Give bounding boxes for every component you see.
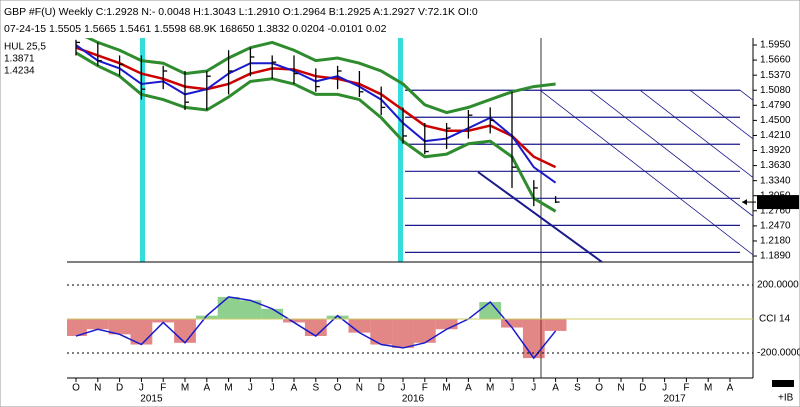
y-tick-label: 1.4210 <box>760 130 791 141</box>
panes <box>67 38 754 379</box>
x-tick-label: J <box>531 383 536 394</box>
last-price-label: 1.2928 <box>760 197 791 208</box>
indicator-label: 1.3871 <box>4 54 35 65</box>
cci-bar <box>217 296 240 320</box>
x-tick-label: M <box>704 383 712 394</box>
fan-line <box>589 89 753 217</box>
y-tick-label: 1.3920 <box>760 145 791 156</box>
y-tick-label: 1.3340 <box>760 175 791 186</box>
x-tick-label: J <box>662 383 667 394</box>
cci-bar <box>522 319 545 359</box>
chart-subtitle: 07-24-15 1.5505 1.5665 1.5461 1.5598 68.… <box>4 23 387 35</box>
x-tick-label: J <box>510 383 515 394</box>
y-tick-label: 1.2470 <box>760 221 791 232</box>
cci-bar <box>283 319 305 323</box>
cci-bar <box>370 319 393 345</box>
x-tick-label: A <box>727 383 734 394</box>
x-tick-label: A <box>203 383 210 394</box>
cci-bar <box>86 319 109 330</box>
overlay-line <box>85 38 556 115</box>
y-tick-label: 1.2180 <box>760 236 791 247</box>
cci-bar <box>501 319 523 328</box>
year-label: 2015 <box>140 394 163 405</box>
x-tick-label: S <box>312 383 319 394</box>
cci-pane <box>67 296 567 360</box>
zoom-control[interactable] <box>772 380 794 387</box>
y-tick-label: 1.1890 <box>760 251 791 262</box>
x-tick-label: J <box>139 383 144 394</box>
cci-tick-label: 200.0000 <box>757 280 799 291</box>
fan-line <box>689 89 753 140</box>
y-tick-label: 1.4790 <box>760 100 791 111</box>
x-tick-label: O <box>334 383 342 394</box>
overlay-line <box>75 51 557 213</box>
x-tick-label: J <box>248 383 253 394</box>
x-tick-label: M <box>181 383 189 394</box>
fan-line <box>539 89 753 256</box>
cci-bar <box>152 319 175 323</box>
indicator-label: 1.4234 <box>4 66 35 77</box>
x-tick-label: A <box>465 383 472 394</box>
x-tick-label: F <box>683 383 689 394</box>
x-tick-label: F <box>422 383 428 394</box>
arrow-head <box>742 199 747 206</box>
cci-bar <box>435 319 458 330</box>
y-tick-label: 1.5950 <box>760 40 791 51</box>
trend-line <box>477 171 603 262</box>
cci-bar <box>413 319 436 343</box>
cci-bar <box>544 319 567 331</box>
y-tick-label: 1.4500 <box>760 115 791 126</box>
x-tick-label: N <box>356 383 363 394</box>
cci-line <box>75 296 557 360</box>
x-tick-label: M <box>224 383 232 394</box>
x-tick-label: D <box>639 383 646 394</box>
cci-bar <box>195 315 218 320</box>
fan-line <box>639 89 753 179</box>
cci-bar <box>326 315 349 320</box>
highlight-band <box>140 38 145 262</box>
year-label: 2017 <box>663 394 686 405</box>
y-tick-label: 1.5660 <box>760 55 791 66</box>
highlight-band <box>398 38 403 262</box>
cci-bar <box>261 308 284 320</box>
cci-bar <box>108 319 131 335</box>
cci-bar <box>392 319 414 348</box>
x-tick-label: M <box>442 383 450 394</box>
cci-bar <box>239 300 262 320</box>
x-tick-label: O <box>72 383 80 394</box>
cci-bar <box>304 319 327 337</box>
footer-label: +IB <box>778 393 794 404</box>
x-tick-label: S <box>574 383 581 394</box>
indicator-label: HUL 25,5 <box>4 42 46 53</box>
x-tick-label: D <box>116 383 123 394</box>
x-tick-label: J <box>270 383 275 394</box>
cci-tick-label: -200.0000 <box>757 348 800 359</box>
cci-label: CCI 14 <box>759 314 791 325</box>
y-tick-label: 1.3630 <box>760 160 791 171</box>
x-tick-label: N <box>617 383 624 394</box>
x-tick-label: D <box>378 383 385 394</box>
y-tick-label: 1.2760 <box>760 205 791 216</box>
y-tick-label: 1.5370 <box>760 70 791 81</box>
x-tick-label: A <box>552 383 559 394</box>
x-tick-label: N <box>94 383 101 394</box>
x-tick-label: A <box>291 383 298 394</box>
x-tick-label: F <box>160 383 166 394</box>
x-tick-label: O <box>595 383 603 394</box>
cci-bar <box>67 319 87 337</box>
cci-bar <box>174 319 196 343</box>
year-label: 2016 <box>402 394 425 405</box>
chart-title: GBP #F(U) Weekly C:1.2928 N:- 0.0048 H:1… <box>4 6 478 18</box>
x-tick-label: J <box>401 383 406 394</box>
price-pane <box>75 38 753 262</box>
last-price-box <box>757 195 799 210</box>
x-tick-label: M <box>486 383 494 394</box>
y-tick-label: 1.5080 <box>760 85 791 96</box>
